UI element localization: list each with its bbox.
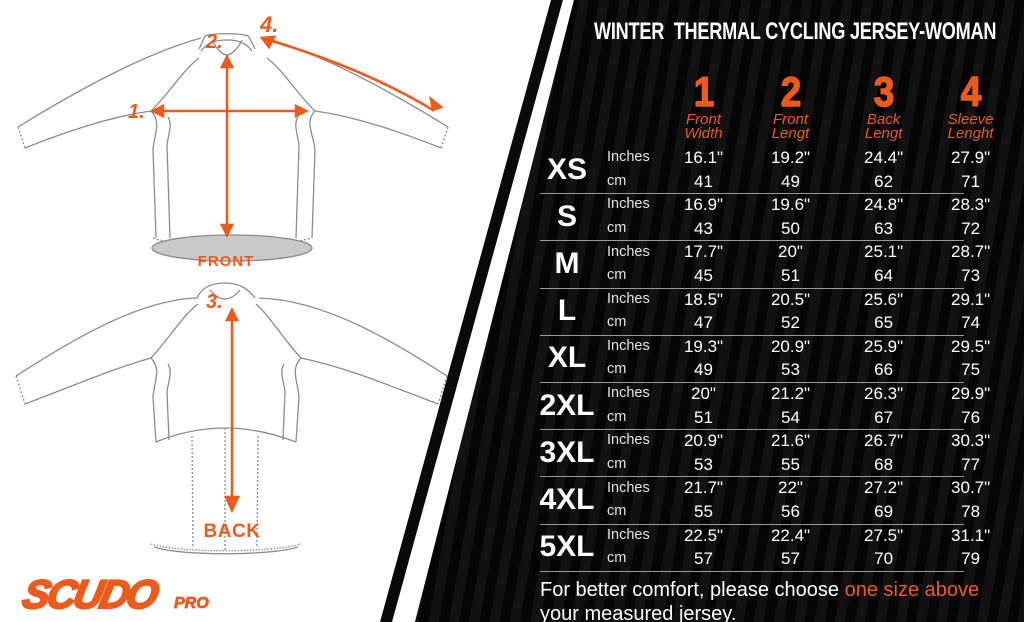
svg-text:SCUDO: SCUDO	[19, 571, 163, 616]
svg-text:BACK: BACK	[204, 521, 261, 542]
svg-text:3.: 3.	[206, 291, 223, 313]
svg-text:PRO: PRO	[174, 595, 209, 612]
